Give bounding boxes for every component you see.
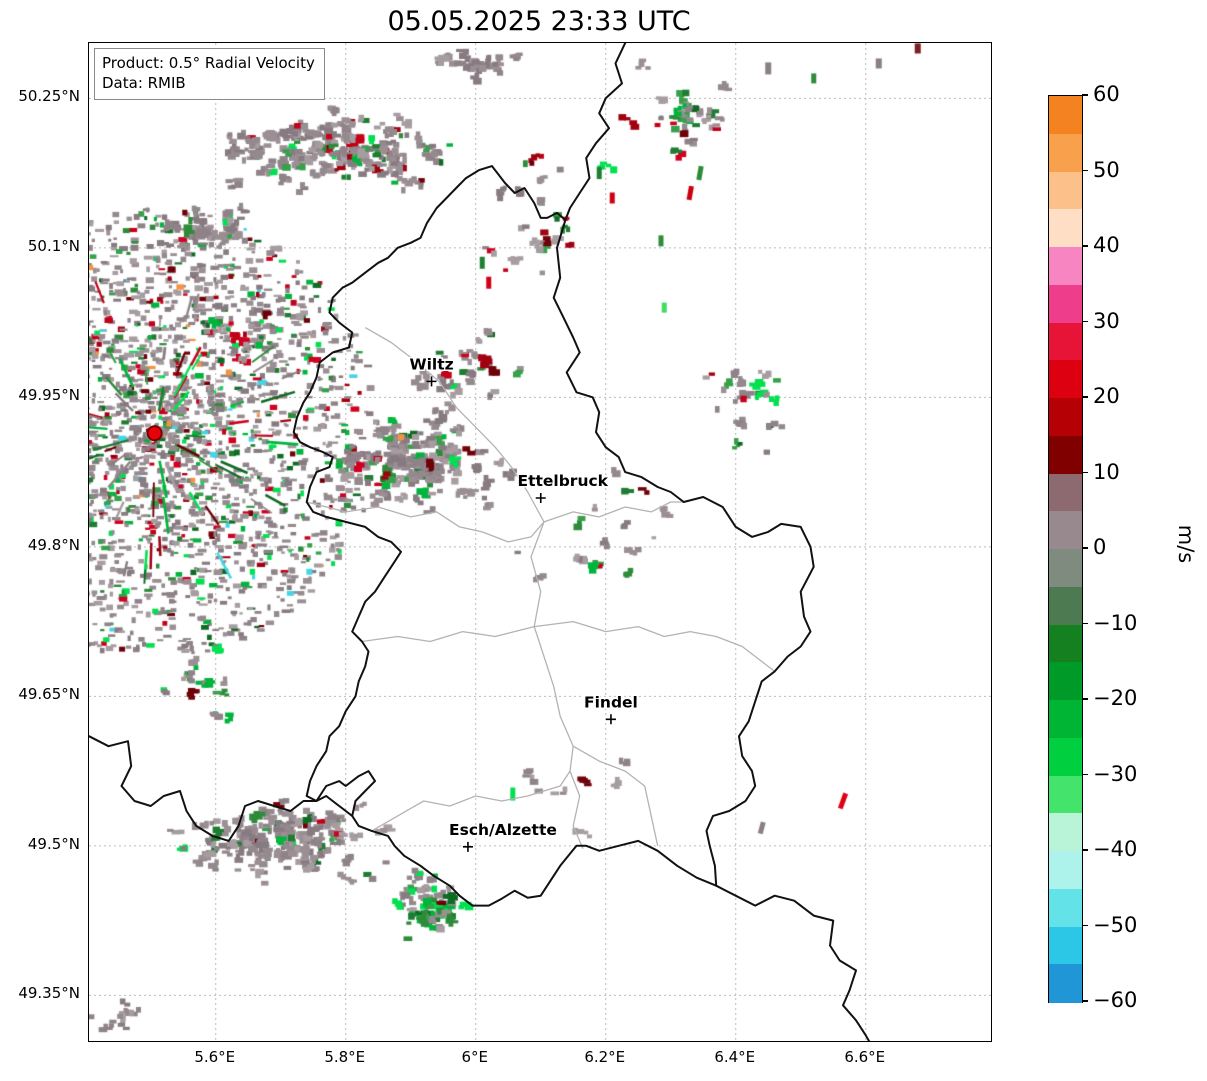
- y-tick-label: 49.65°N: [18, 685, 80, 704]
- colorbar-tick-label: −60: [1093, 988, 1138, 1012]
- product-info-box: Product: 0.5° Radial Velocity Data: RMIB: [94, 48, 325, 100]
- city-label: Wiltz: [409, 355, 453, 373]
- colorbar-tick-label: −40: [1093, 837, 1138, 861]
- colorbar-segment: [1049, 473, 1082, 512]
- colorbar-tick-label: 60: [1093, 82, 1120, 106]
- colorbar-segment: [1049, 171, 1082, 210]
- colorbar-segment: [1049, 964, 1082, 1003]
- colorbar-segment: [1049, 813, 1082, 852]
- city-marker: [426, 376, 437, 387]
- country-border: [564, 43, 627, 221]
- colorbar-tick-label: −50: [1093, 912, 1138, 937]
- radar-echo-layer: [89, 43, 991, 1041]
- x-tick-label: 6.6°E: [844, 1048, 886, 1066]
- region-border: [530, 521, 584, 850]
- y-tick-label: 49.8°N: [27, 535, 80, 554]
- colorbar-segment: [1049, 700, 1082, 739]
- colorbar-tick-mark: [1082, 94, 1088, 96]
- region-border: [364, 327, 545, 523]
- colorbar-tick-label: 50: [1093, 157, 1120, 182]
- colorbar-segment: [1049, 322, 1082, 361]
- country-border: [89, 735, 354, 842]
- colorbar-tick-label: −10: [1093, 610, 1138, 635]
- country-border: [292, 165, 815, 907]
- city-label: Esch/Alzette: [449, 821, 557, 839]
- colorbar-tick-mark: [1082, 698, 1088, 700]
- colorbar-unit-label: m/s: [1174, 524, 1198, 564]
- colorbar-tick-label: 10: [1093, 459, 1120, 484]
- colorbar-segment: [1049, 96, 1082, 135]
- colorbar-tick-mark: [1082, 245, 1088, 247]
- region-border: [572, 745, 659, 846]
- colorbar-tick-mark: [1082, 622, 1088, 625]
- region-border: [534, 620, 776, 672]
- border-layer: Wiltz Ettelbruck Findel Esch/Alzette: [89, 43, 870, 1041]
- colorbar-tick-mark: [1082, 320, 1088, 323]
- colorbar-segment: [1049, 247, 1082, 286]
- colorbar-segment: [1049, 398, 1082, 437]
- colorbar: [1048, 95, 1083, 1003]
- colorbar-tick-label: −30: [1093, 761, 1138, 786]
- colorbar-segment: [1049, 888, 1082, 927]
- colorbar-segment: [1049, 851, 1082, 890]
- region-border: [306, 501, 545, 543]
- product-line: Product: 0.5° Radial Velocity: [102, 54, 315, 72]
- colorbar-tick-mark: [1082, 471, 1088, 474]
- colorbar-tick-mark: [1082, 169, 1088, 172]
- x-tick-label: 5.8°E: [324, 1048, 366, 1066]
- radar-site-marker: [146, 425, 163, 442]
- region-border: [361, 625, 535, 643]
- map-plot: Wiltz Ettelbruck Findel Esch/Alzette Produc…: [88, 42, 992, 1042]
- y-tick-label: 49.35°N: [18, 984, 80, 1003]
- colorbar-tick-mark: [1082, 849, 1088, 851]
- city-marker: [462, 841, 473, 852]
- x-tick-label: 6.4°E: [714, 1048, 756, 1066]
- city-marker: [605, 714, 616, 725]
- x-tick-label: 6°E: [461, 1048, 488, 1066]
- colorbar-segment: [1049, 549, 1082, 588]
- colorbar-tick-mark: [1082, 1000, 1088, 1002]
- colorbar-segment: [1049, 209, 1082, 248]
- colorbar-segment: [1049, 435, 1082, 474]
- colorbar-segment: [1049, 133, 1082, 172]
- colorbar-segment: [1049, 586, 1082, 625]
- colorbar-tick-label: −20: [1093, 686, 1138, 710]
- colorbar-tick-label: 0: [1093, 535, 1107, 559]
- region-border: [371, 770, 571, 832]
- colorbar-tick-label: 20: [1093, 384, 1120, 408]
- data-source-line: Data: RMIB: [102, 74, 186, 93]
- colorbar-tick-mark: [1082, 396, 1088, 398]
- city-label: Findel: [584, 693, 638, 711]
- colorbar-tick-mark: [1082, 773, 1088, 776]
- colorbar-tick-label: 40: [1093, 233, 1120, 257]
- colorbar-tick-mark: [1082, 547, 1088, 549]
- colorbar-segment: [1049, 926, 1082, 965]
- x-tick-label: 5.6°E: [194, 1048, 236, 1066]
- colorbar-segment: [1049, 662, 1082, 701]
- colorbar-segment: [1049, 624, 1082, 663]
- colorbar-segment: [1049, 737, 1082, 776]
- colorbar-segment: [1049, 511, 1082, 550]
- y-tick-label: 50.1°N: [27, 236, 80, 255]
- y-tick-label: 49.95°N: [18, 386, 80, 405]
- figure-title: 05.05.2025 23:33 UTC: [387, 6, 691, 37]
- colorbar-segment: [1049, 360, 1082, 399]
- x-tick-label: 6.2°E: [584, 1048, 626, 1066]
- y-tick-label: 49.5°N: [27, 834, 80, 853]
- y-tick-label: 50.25°N: [18, 87, 80, 106]
- colorbar-segment: [1049, 775, 1082, 814]
- city-label: Ettelbruck: [517, 472, 608, 490]
- city-marker: [535, 492, 546, 503]
- region-border: [543, 501, 684, 523]
- colorbar-segment: [1049, 284, 1082, 323]
- country-border: [715, 884, 870, 1041]
- colorbar-tick-label: 30: [1093, 308, 1120, 333]
- colorbar-tick-mark: [1082, 924, 1088, 927]
